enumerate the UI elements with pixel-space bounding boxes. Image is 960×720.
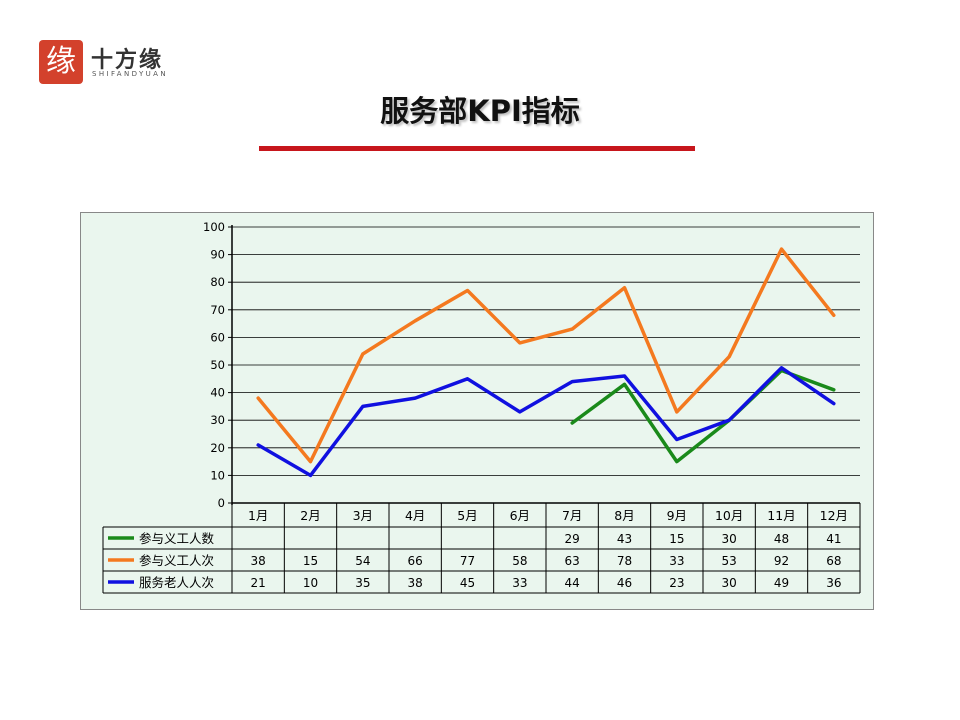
y-tick-label: 40 [210, 386, 225, 400]
data-table-cell: 30 [722, 576, 737, 590]
data-table-cell: 36 [826, 576, 841, 590]
y-tick-label: 20 [210, 441, 225, 455]
logo-name: 十方缘 [91, 48, 164, 73]
data-table-cell: 21 [251, 576, 266, 590]
page-title: 服务部KPI指标 [380, 94, 580, 128]
data-table-cell: 38 [408, 576, 423, 590]
data-table-cell: 15 [669, 532, 684, 546]
x-tick-label: 4月 [405, 508, 425, 523]
data-table-cell: 43 [617, 532, 632, 546]
data-table-cell: 46 [617, 576, 632, 590]
data-table-cell: 23 [669, 576, 684, 590]
data-table-cell: 33 [512, 576, 527, 590]
legend-label: 参与义工人数 [139, 531, 215, 546]
x-tick-label: 8月 [614, 508, 634, 523]
data-table-cell: 29 [565, 532, 580, 546]
data-table-cell: 35 [355, 576, 370, 590]
data-table-cell: 38 [251, 554, 266, 568]
data-table-cell: 53 [722, 554, 737, 568]
data-table-cell: 78 [617, 554, 632, 568]
series-line [256, 247, 836, 464]
data-table-cell: 92 [774, 554, 789, 568]
x-tick-label: 12月 [820, 508, 848, 523]
data-table-cell: 48 [774, 532, 789, 546]
data-table-cell: 68 [826, 554, 841, 568]
logo: 缘 十方缘 SHIFANDYUAN [39, 40, 189, 88]
y-tick-label: 0 [218, 496, 225, 510]
data-table-cell: 58 [512, 554, 527, 568]
y-tick-label: 50 [210, 358, 225, 372]
y-tick-label: 90 [210, 248, 225, 262]
x-tick-label: 5月 [457, 508, 477, 523]
x-tick-label: 1月 [248, 508, 268, 523]
x-tick-label: 6月 [510, 508, 530, 523]
x-tick-label: 9月 [667, 508, 687, 523]
x-tick-label: 3月 [353, 508, 373, 523]
legend-label: 参与义工人次 [139, 553, 214, 568]
series-line [256, 366, 836, 478]
data-table-cell: 33 [669, 554, 684, 568]
y-tick-label: 100 [203, 220, 225, 234]
legend-label: 服务老人人次 [139, 575, 214, 590]
logo-subtitle: SHIFANDYUAN [92, 70, 169, 78]
data-table-cell: 66 [408, 554, 423, 568]
data-table-cell: 15 [303, 554, 318, 568]
x-tick-label: 11月 [767, 508, 795, 523]
data-table-cell: 63 [565, 554, 580, 568]
logo-seal-icon: 缘 [39, 40, 83, 84]
data-table-cell: 77 [460, 554, 475, 568]
title-underline [259, 146, 695, 151]
x-tick-label: 2月 [300, 508, 320, 523]
x-tick-label: 10月 [715, 508, 743, 523]
y-tick-label: 10 [210, 468, 225, 482]
chart-panel: 0 10 20 30 40 50 60 70 80 90 100 1月 2月 3月 4月 5月 6月 7月 8月 9月… [80, 212, 874, 610]
data-table-cell: 41 [826, 532, 841, 546]
y-tick-label: 70 [210, 303, 225, 317]
x-tick-label: 7月 [562, 508, 582, 523]
data-table-cell: 49 [774, 576, 789, 590]
data-table-cell: 44 [565, 576, 580, 590]
data-table-cell: 45 [460, 576, 475, 590]
line-chart: 0 10 20 30 40 50 60 70 80 90 100 1月 2月 3月 4月 5月 6月 7月 8月 9月… [102, 220, 861, 594]
data-table-cell: 10 [303, 576, 318, 590]
data-table-cell: 30 [722, 532, 737, 546]
y-tick-label: 60 [210, 330, 225, 344]
y-tick-label: 30 [210, 413, 225, 427]
data-table-cell: 54 [355, 554, 370, 568]
y-tick-label: 80 [210, 275, 225, 289]
